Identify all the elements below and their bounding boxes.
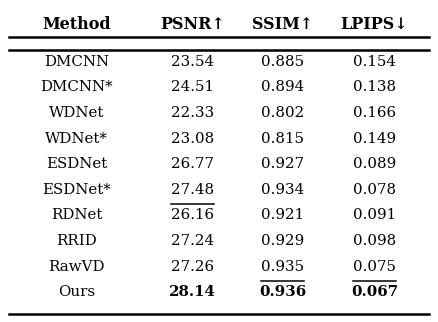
Text: DMCNN: DMCNN (44, 55, 109, 69)
Text: WDNet: WDNet (49, 106, 104, 120)
Text: 0.091: 0.091 (353, 208, 396, 223)
Text: 0.894: 0.894 (261, 80, 304, 94)
Text: 0.067: 0.067 (351, 285, 398, 299)
Text: 27.48: 27.48 (171, 183, 214, 197)
Text: 22.33: 22.33 (171, 106, 214, 120)
Text: ESDNet*: ESDNet* (42, 183, 111, 197)
Text: ESDNet: ESDNet (46, 157, 107, 171)
Text: RawVD: RawVD (49, 260, 105, 274)
Text: 24.51: 24.51 (171, 80, 214, 94)
Text: RDNet: RDNet (51, 208, 102, 223)
Text: 26.77: 26.77 (171, 157, 214, 171)
Text: LPIPS↓: LPIPS↓ (341, 16, 408, 33)
Text: 0.936: 0.936 (259, 285, 306, 299)
Text: 0.927: 0.927 (261, 157, 304, 171)
Text: 28.14: 28.14 (169, 285, 216, 299)
Text: RRID: RRID (56, 234, 97, 248)
Text: 0.098: 0.098 (353, 234, 396, 248)
Text: 0.075: 0.075 (353, 260, 396, 274)
Text: 0.929: 0.929 (261, 234, 304, 248)
Text: 0.815: 0.815 (261, 132, 304, 146)
Text: 0.154: 0.154 (353, 55, 396, 69)
Text: WDNet*: WDNet* (45, 132, 108, 146)
Text: Ours: Ours (58, 285, 95, 299)
Text: 0.802: 0.802 (261, 106, 304, 120)
Text: 0.934: 0.934 (261, 183, 304, 197)
Text: 26.16: 26.16 (171, 208, 214, 223)
Text: Method: Method (42, 16, 111, 33)
Text: 0.138: 0.138 (353, 80, 396, 94)
Text: 0.089: 0.089 (353, 157, 396, 171)
Text: 23.08: 23.08 (171, 132, 214, 146)
Text: 27.26: 27.26 (171, 260, 214, 274)
Text: 0.149: 0.149 (353, 132, 396, 146)
Text: 0.166: 0.166 (353, 106, 396, 120)
Text: 0.078: 0.078 (353, 183, 396, 197)
Text: 0.935: 0.935 (261, 260, 304, 274)
Text: DMCNN*: DMCNN* (40, 80, 113, 94)
Text: SSIM↑: SSIM↑ (252, 16, 313, 33)
Text: 0.921: 0.921 (261, 208, 304, 223)
Text: 23.54: 23.54 (171, 55, 214, 69)
Text: 0.885: 0.885 (261, 55, 304, 69)
Text: PSNR↑: PSNR↑ (160, 16, 225, 33)
Text: 27.24: 27.24 (171, 234, 214, 248)
